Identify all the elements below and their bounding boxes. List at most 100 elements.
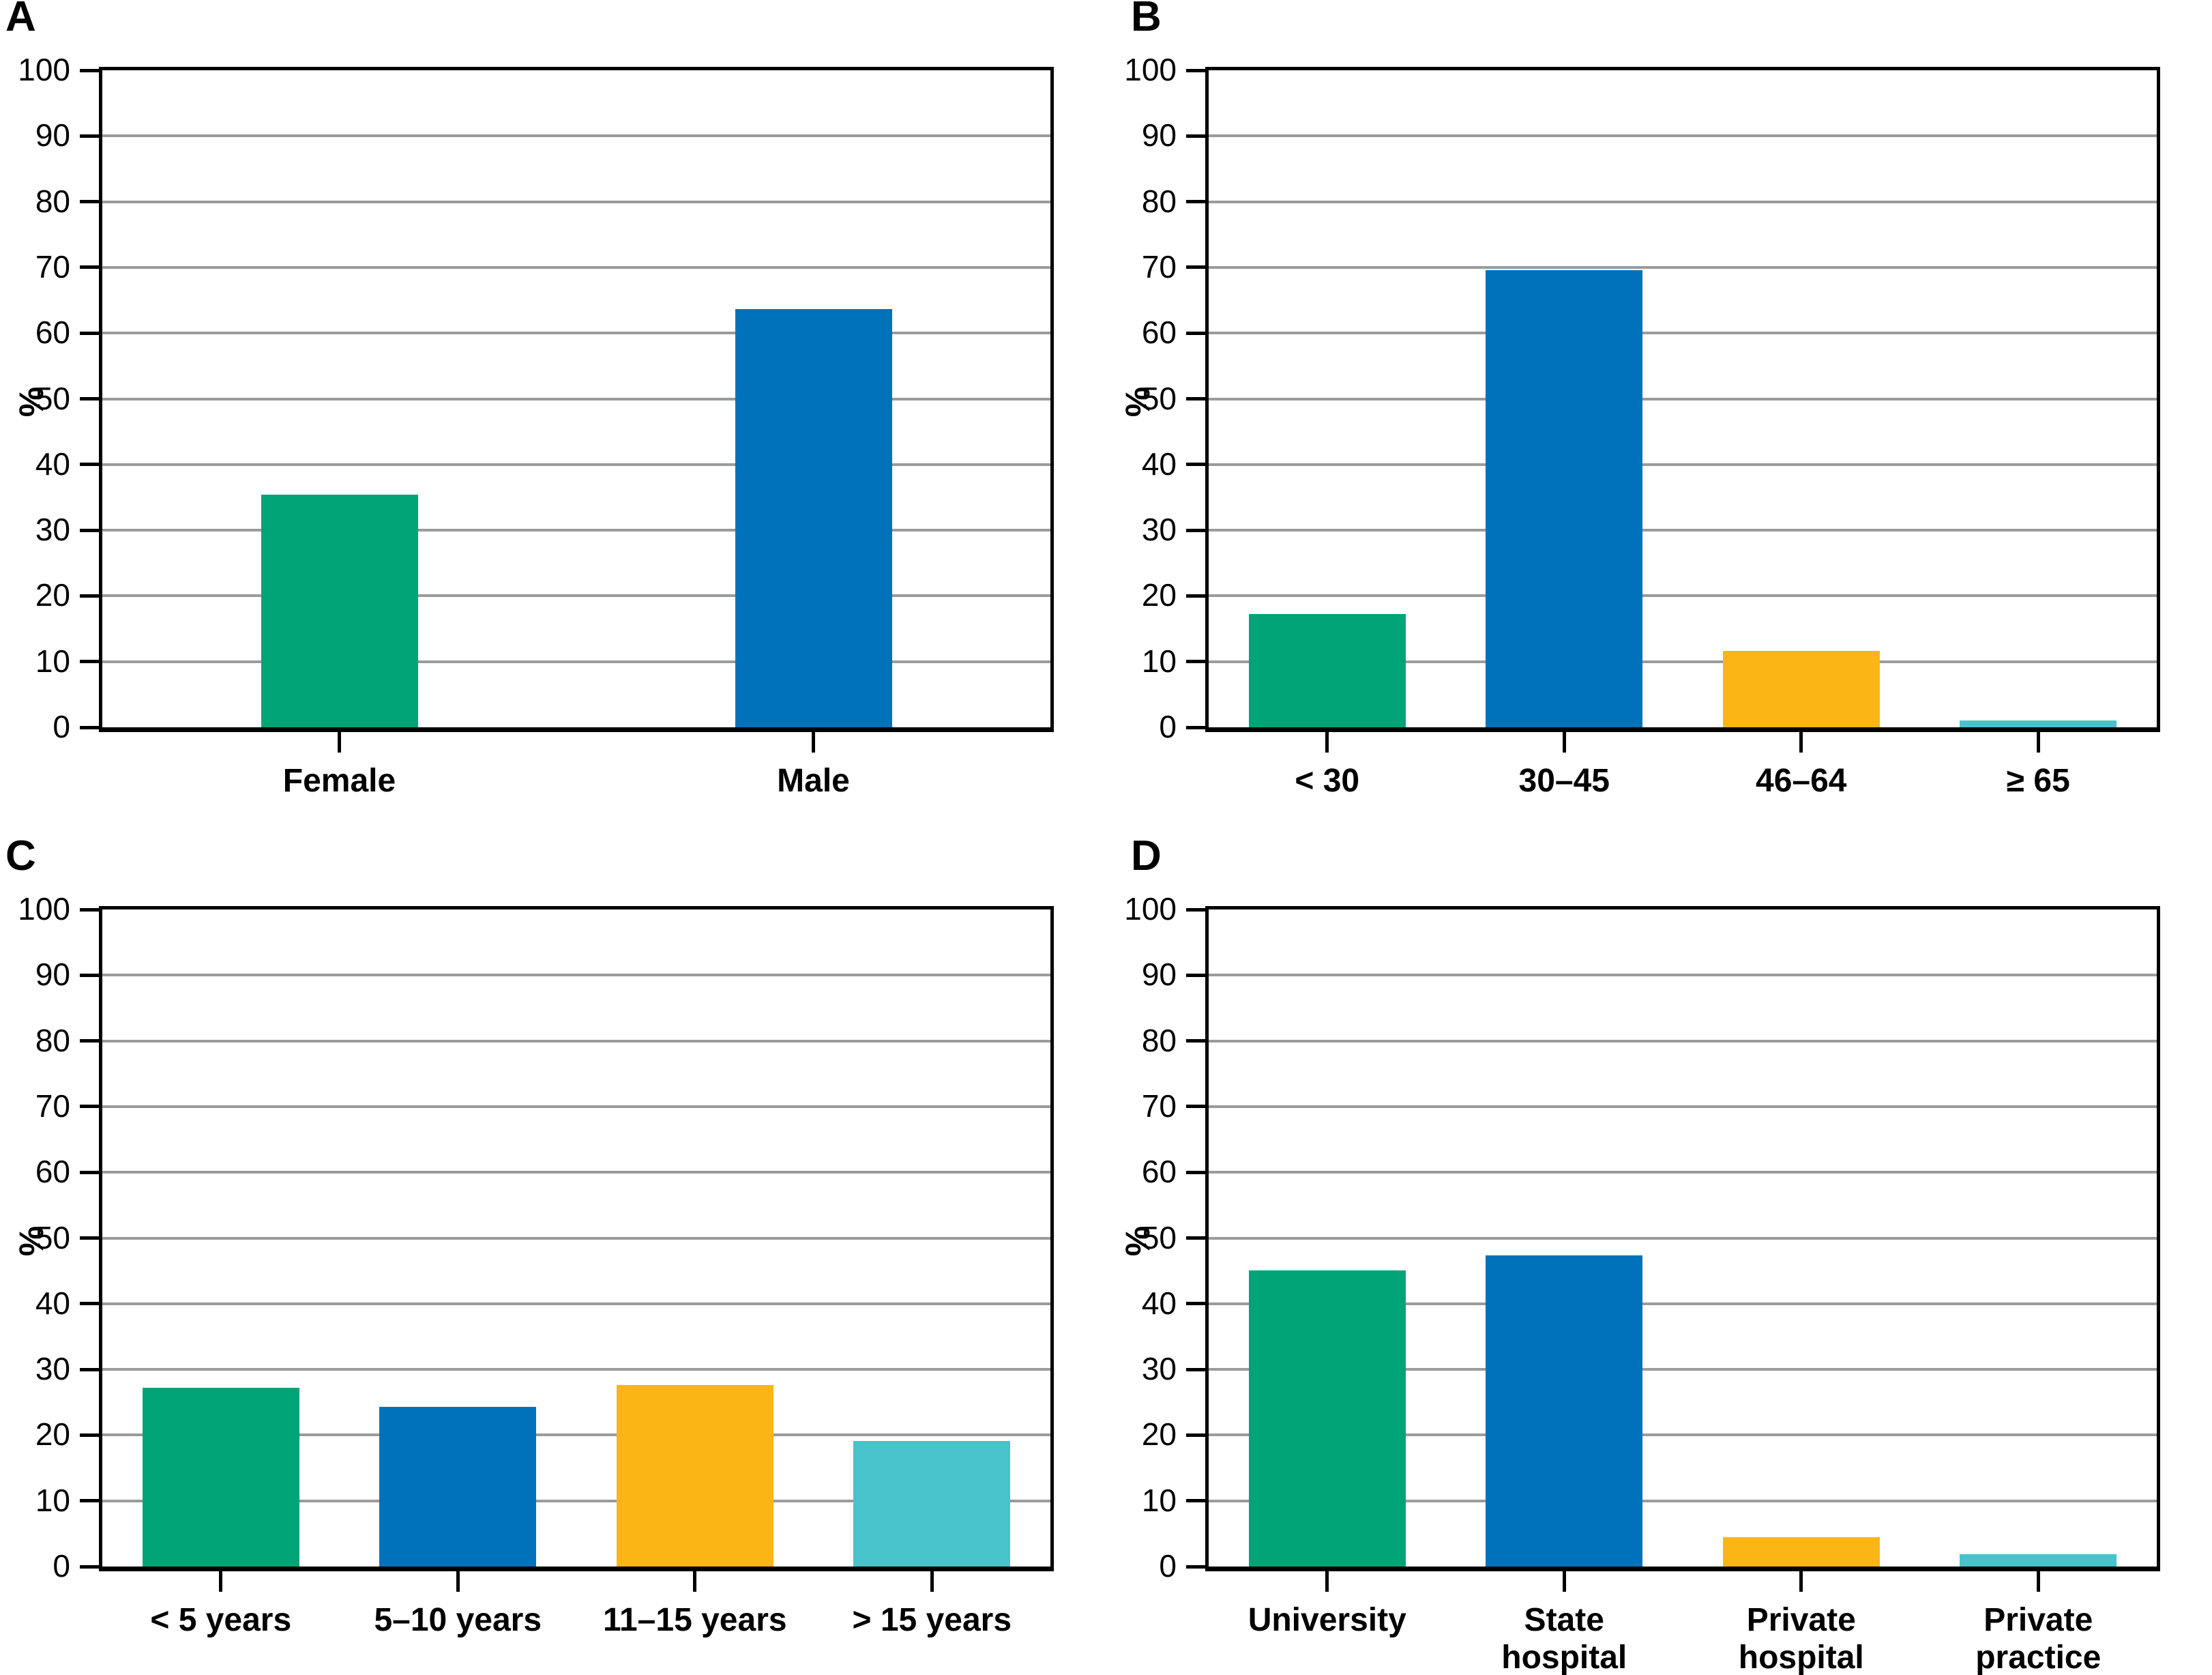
y-tick-60 xyxy=(80,1170,99,1174)
y-tick-label-40: 40 xyxy=(35,446,70,482)
bar-30 xyxy=(1248,614,1406,727)
y-tick-60 xyxy=(1186,331,1205,335)
y-tick-90 xyxy=(80,973,99,977)
panel-d-letter: D xyxy=(1131,832,1162,879)
panel-b: B % 0 10 20 30 40 50 60 70 80 90 100 < 30 30–45 46–64… xyxy=(1106,0,2212,837)
gridline-50 xyxy=(1209,397,2157,400)
y-tick-10 xyxy=(1186,660,1205,664)
y-tick-label-80: 80 xyxy=(35,1022,70,1058)
gridline-50 xyxy=(1209,1236,2157,1240)
y-tick-100 xyxy=(80,68,99,72)
y-tick-10 xyxy=(80,1499,99,1503)
y-tick-label-0: 0 xyxy=(53,709,70,744)
gridline-80 xyxy=(1209,200,2157,203)
y-tick-40 xyxy=(80,1302,99,1306)
panel-a-plot-area xyxy=(99,67,1054,732)
gridline-70 xyxy=(1209,265,2157,269)
y-tick-0 xyxy=(80,1564,99,1569)
x-tick-30 xyxy=(1325,732,1329,753)
y-tick-label-60: 60 xyxy=(35,315,70,351)
bar-11-15-years xyxy=(616,1385,773,1567)
y-tick-label-40: 40 xyxy=(1141,446,1177,482)
y-tick-label-100: 100 xyxy=(1124,891,1177,927)
gridline-20 xyxy=(102,594,1050,598)
y-tick-label-30: 30 xyxy=(35,512,70,548)
y-tick-100 xyxy=(80,907,99,912)
y-tick-60 xyxy=(1186,1170,1205,1174)
y-tick-90 xyxy=(1186,134,1205,138)
gridline-90 xyxy=(1209,974,2157,977)
bar-15-years xyxy=(853,1441,1011,1567)
y-tick-40 xyxy=(80,463,99,467)
y-tick-label-60: 60 xyxy=(35,1154,70,1190)
y-tick-20 xyxy=(80,594,99,598)
x-tick-46-64 xyxy=(1799,732,1803,753)
y-tick-50 xyxy=(80,1236,99,1240)
gridline-40 xyxy=(102,463,1050,466)
y-tick-40 xyxy=(1186,463,1205,467)
y-tick-label-100: 100 xyxy=(1124,52,1177,87)
x-tick-11-15-years xyxy=(693,1571,697,1592)
gridline-90 xyxy=(1209,134,2157,138)
gridline-60 xyxy=(102,1171,1050,1174)
x-tick-private-practice xyxy=(2036,1571,2040,1592)
gridline-20 xyxy=(1209,594,2157,598)
y-tick-label-50: 50 xyxy=(35,380,70,416)
gridline-10 xyxy=(102,1499,1050,1502)
gridline-90 xyxy=(102,974,1050,977)
gridline-60 xyxy=(102,332,1050,335)
y-tick-label-70: 70 xyxy=(1141,248,1177,285)
y-tick-label-60: 60 xyxy=(1141,315,1177,351)
y-tick-label-20: 20 xyxy=(1141,1416,1177,1453)
y-tick-label-20: 20 xyxy=(35,577,70,613)
y-tick-0 xyxy=(80,725,99,729)
bar-private-hospital xyxy=(1722,1536,1880,1567)
y-tick-label-20: 20 xyxy=(1141,577,1177,613)
x-tick-label-30: < 30 xyxy=(1295,763,1360,799)
gridline-30 xyxy=(1209,1368,2157,1371)
bar-university xyxy=(1248,1270,1406,1567)
gridline-30 xyxy=(102,529,1050,532)
y-tick-80 xyxy=(80,200,99,204)
y-tick-label-90: 90 xyxy=(35,957,70,993)
gridline-80 xyxy=(1209,1039,2157,1043)
y-tick-90 xyxy=(1186,973,1205,977)
y-tick-label-70: 70 xyxy=(1141,1088,1177,1124)
gridline-30 xyxy=(1209,529,2157,532)
x-tick-label-university: University xyxy=(1248,1602,1406,1638)
x-tick-private-hospital xyxy=(1799,1571,1803,1592)
bar-46-64 xyxy=(1722,651,1880,727)
x-tick-label-female: Female xyxy=(282,763,396,799)
x-tick-label-5-10-years: 5–10 years xyxy=(374,1602,542,1638)
y-tick-label-0: 0 xyxy=(1159,1548,1177,1584)
gridline-10 xyxy=(1209,1499,2157,1502)
y-tick-label-80: 80 xyxy=(35,183,70,219)
x-tick-5-10-years xyxy=(456,1571,460,1592)
x-tick-5-years xyxy=(219,1571,223,1592)
y-tick-30 xyxy=(80,528,99,532)
panel-b-letter: B xyxy=(1131,0,1162,40)
y-tick-40 xyxy=(1186,1302,1205,1306)
gridline-30 xyxy=(102,1368,1050,1371)
x-tick-label-15-years: > 15 years xyxy=(852,1602,1012,1638)
gridline-50 xyxy=(102,1236,1050,1240)
y-tick-80 xyxy=(1186,200,1205,204)
gridline-10 xyxy=(1209,660,2157,663)
x-tick-female xyxy=(338,732,341,753)
x-tick-university xyxy=(1325,1571,1329,1592)
y-tick-label-70: 70 xyxy=(35,1088,70,1124)
panel-c: C % 0 10 20 30 40 50 60 70 80 90 100 < 5 years 5–10 … xyxy=(0,835,1106,1675)
gridline-60 xyxy=(1209,1171,2157,1174)
y-tick-30 xyxy=(1186,528,1205,532)
y-tick-label-20: 20 xyxy=(35,1416,70,1453)
y-tick-10 xyxy=(1186,1499,1205,1503)
y-tick-label-50: 50 xyxy=(35,1219,70,1255)
bar-5-years xyxy=(142,1388,299,1567)
gridline-80 xyxy=(102,200,1050,203)
y-tick-60 xyxy=(80,331,99,335)
y-tick-90 xyxy=(80,134,99,138)
bar-state-hospital xyxy=(1486,1255,1643,1567)
y-tick-label-10: 10 xyxy=(35,1482,70,1518)
y-tick-label-60: 60 xyxy=(1141,1154,1177,1190)
